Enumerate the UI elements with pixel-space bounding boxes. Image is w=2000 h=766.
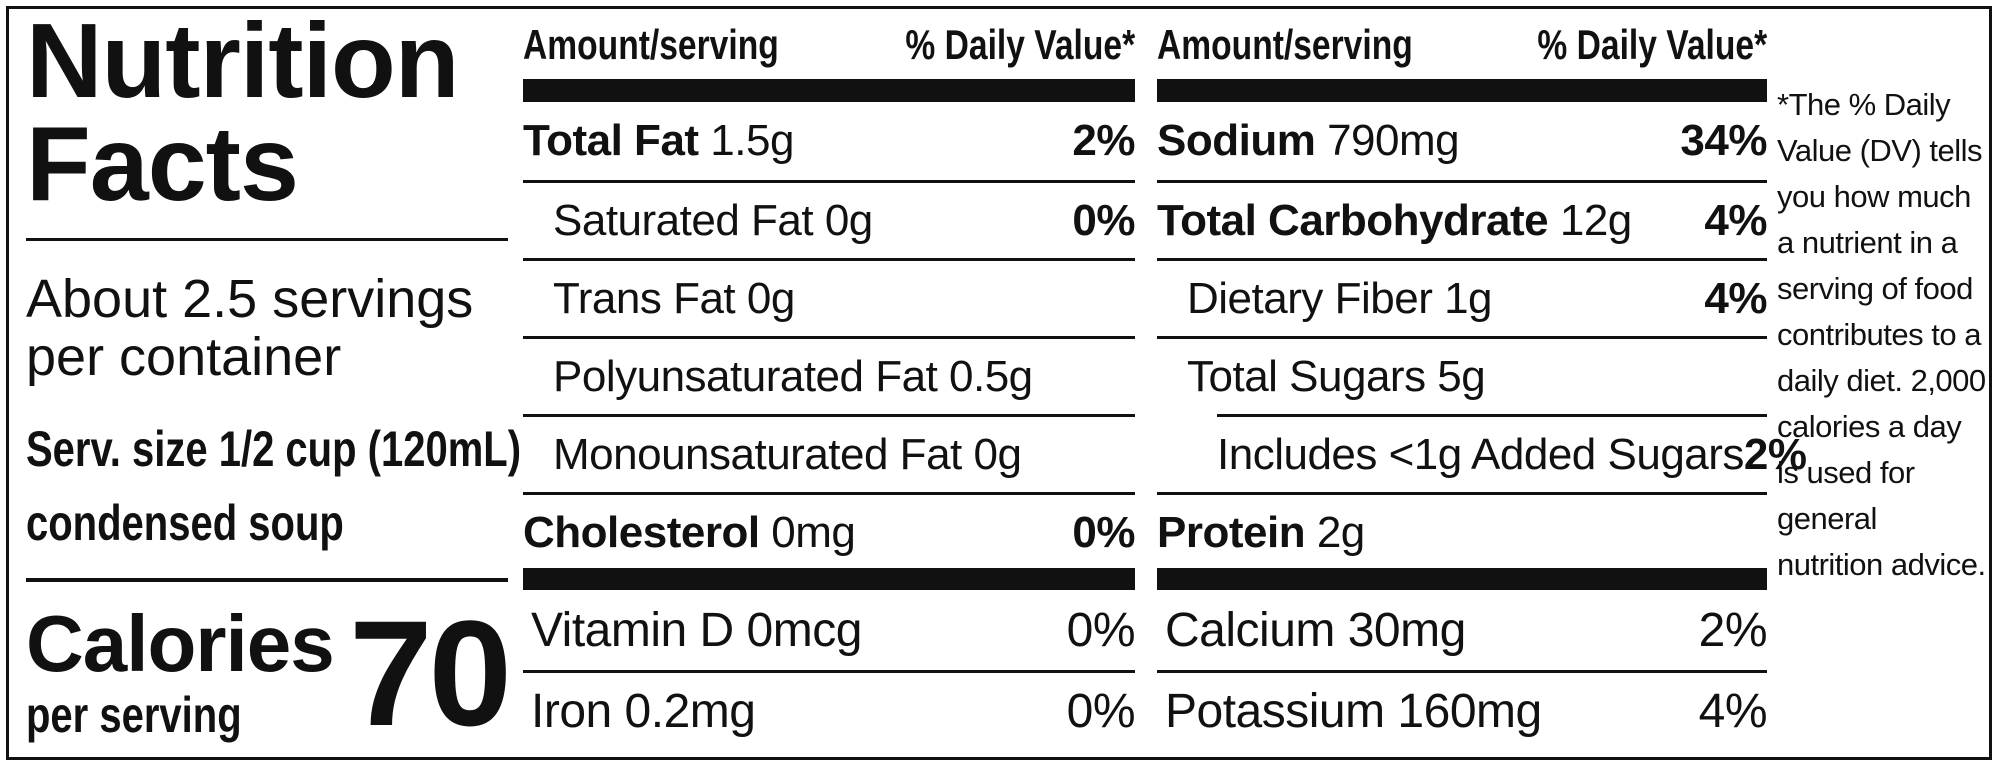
nutrient-dv: 4% [1704, 195, 1767, 245]
rule [26, 578, 508, 582]
nutrient-name: Protein 2g [1157, 508, 1365, 558]
nutrient-label: Cholesterol [523, 507, 760, 557]
nutrient-name: Dietary Fiber 1g [1187, 273, 1493, 324]
nutrient-label: Includes <1g Added Sugars [1217, 429, 1744, 479]
nutrient-label: Saturated Fat 0g [553, 195, 873, 245]
nutrient-name: Saturated Fat 0g [553, 196, 873, 246]
thick-bar [1157, 79, 1767, 102]
nutrient-row: Sodium 790mg 34% [1157, 102, 1767, 180]
vitamin-row: Vitamin D 0mcg 0% [523, 590, 1136, 670]
nutrient-label: Protein [1157, 507, 1306, 557]
vitamin-dv: 0% [1066, 685, 1136, 738]
nutrient-label: Dietary Fiber 1g [1187, 273, 1493, 323]
header-amount: Amount/serving [523, 24, 843, 66]
nutrient-name: Polyunsaturated Fat 0.5g [553, 352, 1033, 402]
header-dv-text: % Daily Value* [1537, 21, 1767, 68]
nutrient-row: Includes <1g Added Sugars 2% [1217, 414, 1807, 492]
nutrient-row: Polyunsaturated Fat 0.5g [523, 336, 1135, 414]
nutrient-row: Total Fat 1.5g 2% [523, 102, 1135, 180]
nutrient-dv: 0% [1072, 507, 1135, 557]
nutrient-label: Total Sugars 5g [1187, 351, 1486, 401]
vitamin-row: Calcium 30mg 2% [1157, 590, 1768, 670]
title: Nutrition Facts [26, 2, 460, 223]
nutrient-dv: 2% [1743, 429, 1807, 479]
nutrient-row: Saturated Fat 0g 0% [523, 180, 1135, 258]
nutrient-amount: 12g [1559, 195, 1632, 245]
nutrient-row: Total Sugars 5g [1157, 336, 1767, 414]
header-dv: % Daily Value* [1367, 24, 1767, 66]
servings: About 2.5 servings per container [26, 269, 474, 388]
nutrient-amount: 0mg [771, 507, 856, 557]
vitamin-name: Iron 0.2mg [531, 685, 756, 738]
nutrient-name: Total Fat 1.5g [523, 116, 794, 166]
vitamin-dv: 4% [1698, 685, 1768, 738]
nutrient-name: Cholesterol 0mg [523, 507, 856, 558]
thick-bar [1157, 568, 1767, 590]
nutrient-row: Monounsaturated Fat 0g [523, 414, 1135, 492]
nutrient-amount: 1.5g [710, 116, 794, 165]
nutrient-label: Total Fat [523, 116, 699, 165]
rule [26, 238, 508, 241]
nutrient-name: Monounsaturated Fat 0g [553, 429, 1022, 480]
header-dv-text: % Daily Value* [905, 21, 1135, 68]
nutrient-name: Sodium 790mg [1157, 116, 1460, 166]
nutrient-amount: 790mg [1327, 116, 1460, 165]
header-amount-text: Amount/serving [1157, 21, 1413, 68]
nutrient-row: Cholesterol 0mg 0% [523, 492, 1135, 570]
frame [6, 6, 1992, 760]
nutrient-row: Trans Fat 0g [523, 258, 1135, 336]
nutrient-row: Dietary Fiber 1g 4% [1157, 258, 1767, 336]
header-dv: % Daily Value* [735, 24, 1135, 66]
nutrient-label: Polyunsaturated Fat 0.5g [553, 351, 1033, 401]
calories-value: 70 [349, 589, 512, 757]
nutrient-name: Includes <1g Added Sugars [1217, 430, 1744, 480]
header-amount: Amount/serving [1157, 24, 1477, 66]
calories-sub: per serving [26, 687, 242, 743]
nutrient-name: Total Sugars 5g [1187, 351, 1486, 402]
nutrient-dv: 4% [1704, 273, 1767, 323]
nutrient-label: Trans Fat 0g [553, 273, 795, 323]
vitamin-row: Potassium 160mg 4% [1157, 670, 1768, 750]
vitamin-row: Iron 0.2mg 0% [523, 670, 1136, 750]
nutrient-row: Protein 2g [1157, 492, 1767, 570]
serving-size: Serv. size 1/2 cup (120mL) [26, 421, 522, 477]
nutrient-name: Total Carbohydrate 12g [1157, 196, 1632, 246]
header-amount-text: Amount/serving [523, 21, 779, 68]
vitamin-name: Potassium 160mg [1165, 685, 1542, 738]
serving-note: condensed soup [26, 495, 344, 551]
nutrient-dv: 34% [1680, 116, 1767, 165]
thick-bar [523, 568, 1135, 590]
nutrient-name: Trans Fat 0g [553, 274, 795, 324]
nutrient-label: Monounsaturated Fat 0g [553, 429, 1022, 479]
nutrient-dv: 0% [1072, 195, 1135, 245]
vitamin-dv: 0% [1066, 603, 1136, 657]
calories-label: Calories [26, 599, 335, 688]
nutrient-row: Total Carbohydrate 12g 4% [1157, 180, 1767, 258]
nutrient-amount: 2g [1316, 507, 1365, 557]
nutrient-label: Total Carbohydrate [1157, 195, 1549, 245]
vitamin-dv: 2% [1698, 603, 1768, 657]
nutrient-dv: 2% [1072, 116, 1135, 165]
footnote: *The % Daily Value (DV) tells you how mu… [1777, 87, 1986, 582]
vitamin-name: Vitamin D 0mcg [531, 603, 862, 657]
vitamin-name: Calcium 30mg [1165, 603, 1466, 657]
nutrient-label: Sodium [1157, 116, 1316, 165]
thick-bar [523, 79, 1135, 102]
